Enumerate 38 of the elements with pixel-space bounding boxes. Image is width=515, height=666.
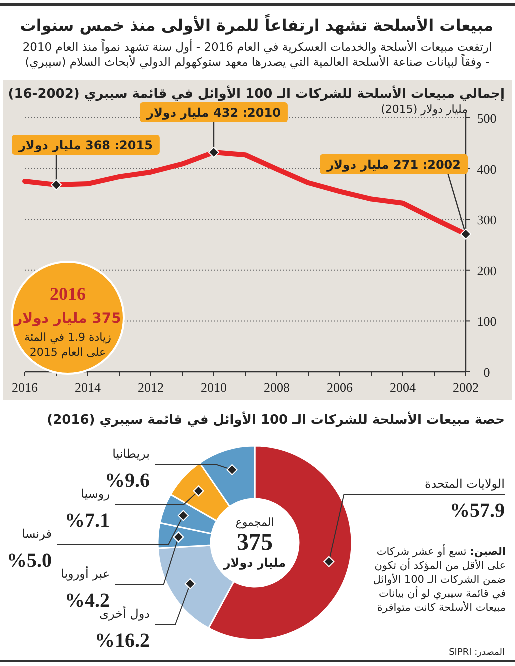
data-label: %7.1 [65, 510, 110, 532]
text: مليار دولار [222, 556, 286, 570]
x-tick-label: 2010 [201, 380, 227, 395]
y-axis-title: مليار دولار (2015) [381, 103, 468, 116]
annotation: 2010: 432 مليار دولار [146, 106, 281, 120]
y-tick-label: 400 [477, 162, 497, 177]
text: 375 [237, 530, 273, 556]
y-tick-label: 100 [477, 314, 497, 330]
y-tick-label: 200 [477, 263, 497, 278]
chart-title: حصة مبيعات الأسلحة للشركات الـ 100 الأوائل في قائمة سيبري (2016) [47, 411, 505, 428]
data-label: %16.2 [95, 630, 150, 652]
x-tick-label: 2016 [12, 380, 38, 395]
slice-label: الولايات المتحدة [424, 477, 505, 491]
slice-label: عبر أوروبا [61, 566, 110, 581]
chart-subtitle: ارتفعت مبيعات الأسلحة والخدمات العسكرية في العام 2016 - أول سنة تشهد نمواً منذ العام 2010 - وفقاً لبيانات صناعة الأسلحة العالمية التي يصدرها معهد ستوكهولم الدولي لأبحاث السلام (سيبري) [22, 40, 494, 70]
y-tick-label: 0 [484, 365, 490, 380]
annotation: زيادة 1.9 في المئة على العام 2015 [24, 330, 112, 360]
x-tick-label: 2008 [264, 380, 290, 395]
annotation: 2015: 368 مليار دولار [18, 138, 153, 153]
chart-title: مبيعات الأسلحة تشهد ارتفاعاً للمرة الأولى منذ خمس سنوات [20, 13, 494, 35]
x-tick-label: 2004 [390, 380, 416, 395]
x-tick-label: 2012 [138, 380, 164, 395]
slice-label: بريطانيا [112, 447, 150, 461]
data-label: %5.0 [7, 550, 52, 572]
y-tick-label: 500 [477, 111, 497, 126]
text: إجمالي مبيعات الأسلحة للشركات الـ 100 الأوائل في قائمة سيبري (2002-16) [8, 85, 505, 102]
x-tick-label: 2014 [75, 380, 102, 395]
y-tick-label: 300 [477, 212, 497, 228]
annotation: 375 مليار دولار [14, 311, 122, 327]
annotation: 2002: 271 مليار دولار [326, 158, 461, 172]
x-tick-label: 2002 [453, 380, 479, 395]
text: المصدر: SIPRI [449, 648, 505, 658]
text: الصين: تسع أو عشر شركات على الأقل من المؤكد أن تكون ضمن الشركات الـ 100 الأوائل في قائمة سيبري لو أن بيانات مبيعات الأسلحة كانت متوافرة [372, 545, 506, 615]
slice-label: فرنسا [22, 527, 52, 541]
annotation: 2016 [50, 284, 86, 304]
x-tick-label: 2006 [327, 380, 354, 395]
data-label: %57.9 [450, 500, 505, 522]
text: المجموع [236, 516, 274, 529]
